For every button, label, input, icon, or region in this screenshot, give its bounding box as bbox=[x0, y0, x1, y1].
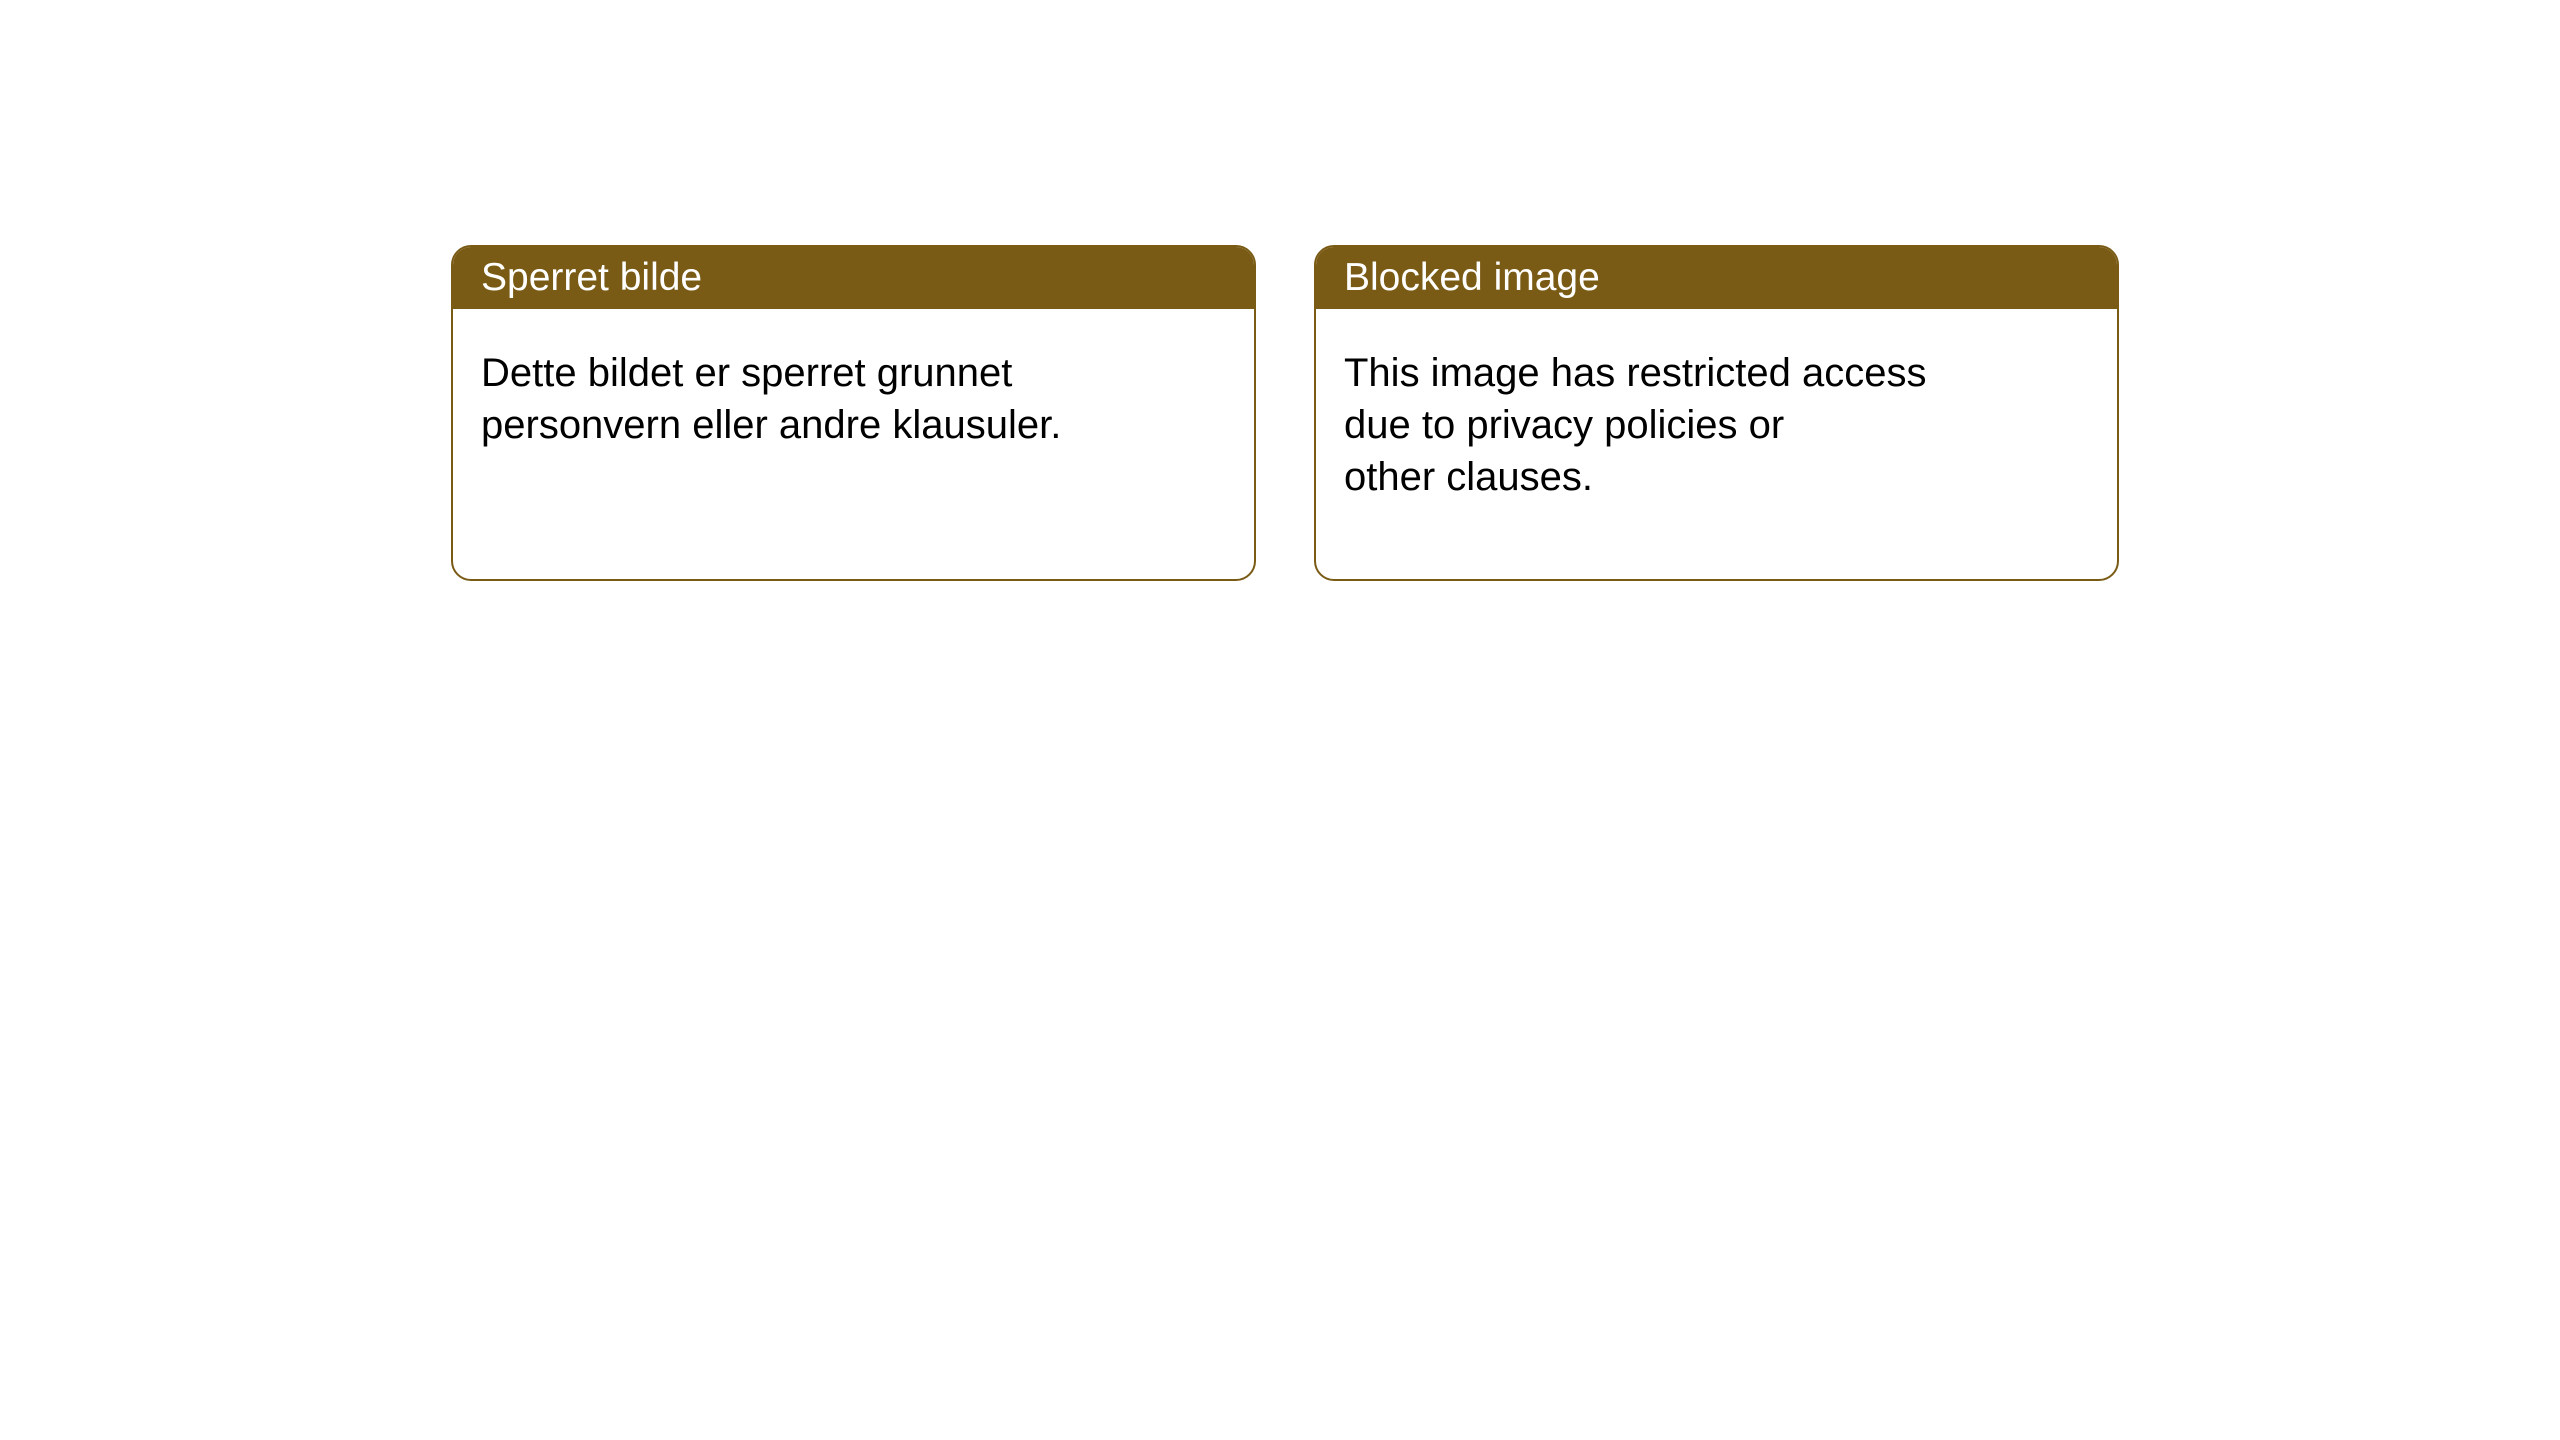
notice-card-header: Sperret bilde bbox=[453, 247, 1254, 309]
notice-body-line: due to privacy policies or bbox=[1344, 403, 1784, 447]
notice-card-title: Blocked image bbox=[1344, 256, 1600, 299]
notice-card-header: Blocked image bbox=[1316, 247, 2117, 309]
notice-card-body: Dette bildet er sperret grunnet personve… bbox=[453, 309, 1254, 451]
notice-body-line: Dette bildet er sperret grunnet bbox=[481, 351, 1012, 395]
notice-card-title: Sperret bilde bbox=[481, 256, 702, 299]
notice-body-line: personvern eller andre klausuler. bbox=[481, 403, 1061, 447]
notice-body-line: other clauses. bbox=[1344, 455, 1593, 499]
notice-cards-row: Sperret bilde Dette bildet er sperret gr… bbox=[0, 0, 2560, 581]
notice-card-no: Sperret bilde Dette bildet er sperret gr… bbox=[451, 245, 1256, 581]
notice-body-line: This image has restricted access bbox=[1344, 351, 1926, 395]
notice-card-body: This image has restricted access due to … bbox=[1316, 309, 2117, 503]
notice-card-en: Blocked image This image has restricted … bbox=[1314, 245, 2119, 581]
